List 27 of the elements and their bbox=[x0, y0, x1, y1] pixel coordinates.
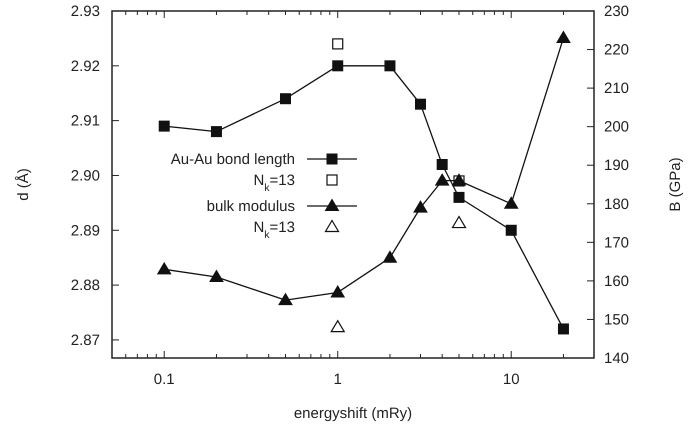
y2-tick-label: 190 bbox=[604, 157, 630, 174]
x-tick-label: 0.1 bbox=[154, 371, 175, 388]
y2-tick-label: 160 bbox=[604, 272, 630, 290]
y-axis-title: d (Å) bbox=[14, 168, 32, 201]
y-tick-label: 2.92 bbox=[70, 58, 100, 75]
y2-tick-label: 230 bbox=[604, 3, 630, 20]
legend-label: bulk modulus bbox=[206, 198, 295, 215]
y2-tick-label: 140 bbox=[604, 350, 630, 367]
y2-tick-label: 200 bbox=[604, 118, 630, 136]
y2-tick-label: 170 bbox=[604, 234, 630, 252]
y-tick-label: 2.90 bbox=[70, 167, 100, 184]
y2-axis-title: B (GPa) bbox=[667, 157, 684, 212]
y-tick-label: 2.88 bbox=[70, 277, 100, 294]
y2-tick-label: 220 bbox=[604, 42, 630, 59]
y-tick-label: 2.87 bbox=[70, 332, 100, 349]
y2-tick-label: 150 bbox=[604, 311, 630, 328]
legend-label: Au-Au bond length bbox=[170, 151, 295, 168]
y-tick-label: 2.91 bbox=[70, 112, 100, 130]
x-axis-title: energyshift (mRy) bbox=[294, 405, 412, 422]
x-tick-label: 10 bbox=[502, 371, 520, 388]
legend-label: N$_{k}$=13 bbox=[253, 172, 295, 194]
y-tick-label: 2.89 bbox=[70, 222, 100, 240]
y2-tick-label: 210 bbox=[604, 80, 630, 98]
y2-tick-label: 180 bbox=[604, 196, 630, 213]
legend-label: N$_{k}$=13 bbox=[253, 219, 295, 241]
x-tick-label: 1 bbox=[334, 371, 342, 388]
y-tick-label: 2.93 bbox=[70, 3, 100, 20]
